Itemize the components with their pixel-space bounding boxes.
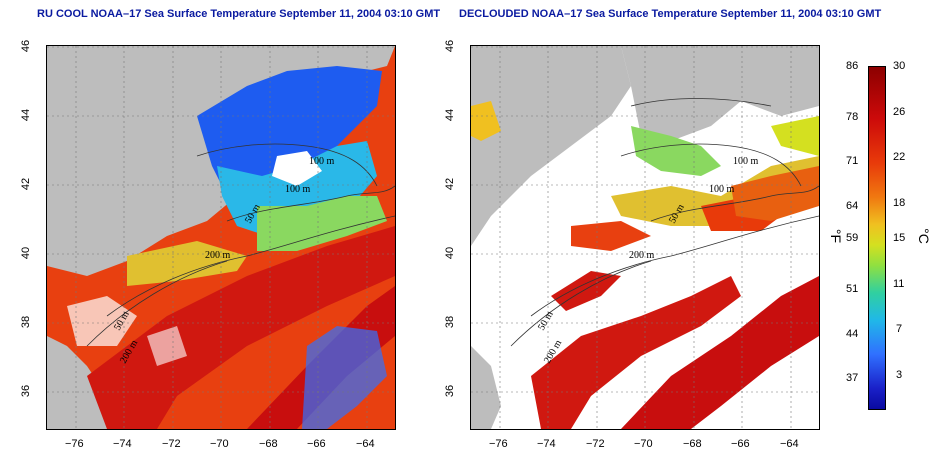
fahrenheit-tick: 71 [846,155,859,167]
x-tick-label: −64 [780,438,799,450]
y-tick-label: 46 [444,39,457,53]
fahrenheit-tick: 51 [846,283,859,295]
x-tick-label: −70 [210,438,229,450]
x-tick-label: −68 [259,438,278,450]
x-tick-label: −70 [634,438,653,450]
celsius-tick: 7 [896,323,903,335]
y-tick-label: 36 [20,384,33,398]
fahrenheit-unit-label: °F [828,228,845,244]
left-contour-label: 200 m [205,250,231,261]
fahrenheit-tick: 37 [846,372,859,384]
celsius-tick: 22 [893,151,906,163]
celsius-tick: 30 [893,60,906,72]
y-tick-label: 46 [20,39,33,53]
fahrenheit-tick: 44 [846,328,859,340]
fahrenheit-tick: 78 [846,111,859,123]
right-contour-label: 100 m [733,156,759,167]
celsius-tick: 15 [893,232,906,244]
declouded-sst-map: 100 m 100 m 50 m 200 m 50 m 200 m [470,45,820,430]
celsius-tick: 11 [893,278,905,290]
y-tick-label: 42 [444,177,457,191]
x-tick-label: −66 [731,438,750,450]
x-tick-label: −76 [489,438,508,450]
x-tick-label: −68 [683,438,702,450]
x-tick-label: −74 [113,438,132,450]
right-contour-label: 100 m [709,184,735,195]
y-tick-label: 40 [20,246,33,260]
x-tick-label: −66 [307,438,326,450]
y-tick-label: 36 [444,384,457,398]
celsius-tick: 26 [893,106,906,118]
x-tick-label: −72 [586,438,605,450]
y-tick-label: 38 [20,315,33,329]
x-tick-label: −72 [162,438,181,450]
y-tick-label: 42 [20,177,33,191]
celsius-tick: 3 [896,369,903,381]
right-panel-title: DECLOUDED NOAA–17 Sea Surface Temperatur… [459,8,882,20]
raw-sst-map: 100 m 100 m 50 m 200 m 50 m 200 m [46,45,396,430]
celsius-unit-label: °C [915,228,932,244]
y-tick-label: 38 [444,315,457,329]
y-tick-label: 40 [444,246,457,260]
temperature-colorbar [868,66,886,410]
x-tick-label: −76 [65,438,84,450]
right-contour-label: 200 m [629,250,655,261]
fahrenheit-tick: 86 [846,60,859,72]
y-tick-label: 44 [444,108,457,122]
fahrenheit-tick: 59 [846,232,859,244]
x-tick-label: −74 [537,438,556,450]
left-contour-label: 100 m [285,184,311,195]
fahrenheit-tick: 64 [846,200,859,212]
y-tick-label: 44 [20,108,33,122]
left-panel-title: RU COOL NOAA–17 Sea Surface Temperature … [37,8,441,20]
x-tick-label: −64 [356,438,375,450]
left-contour-label: 100 m [309,156,335,167]
celsius-tick: 18 [893,197,906,209]
